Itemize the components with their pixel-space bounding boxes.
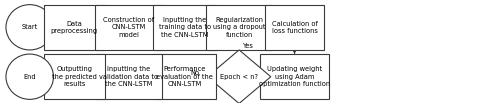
FancyBboxPatch shape bbox=[206, 5, 272, 50]
Text: Updating weight
using Adam
optimization function: Updating weight using Adam optimization … bbox=[259, 66, 330, 87]
Text: Performance
evaluation of the
CNN-LSTM: Performance evaluation of the CNN-LSTM bbox=[156, 66, 213, 87]
FancyBboxPatch shape bbox=[265, 5, 324, 50]
FancyBboxPatch shape bbox=[44, 5, 105, 50]
Text: Calculation of
loss functions: Calculation of loss functions bbox=[272, 21, 318, 34]
Text: No: No bbox=[190, 70, 200, 76]
Ellipse shape bbox=[6, 54, 54, 99]
Text: Epoch < n?: Epoch < n? bbox=[220, 74, 258, 80]
Text: Data
preprocessing: Data preprocessing bbox=[50, 21, 98, 34]
FancyBboxPatch shape bbox=[260, 54, 329, 99]
FancyBboxPatch shape bbox=[95, 54, 162, 99]
Text: Yes: Yes bbox=[242, 43, 254, 49]
Text: Inputting the
validation data to
the CNN-LSTM: Inputting the validation data to the CNN… bbox=[99, 66, 158, 87]
Text: Regularization
using a dropout
function: Regularization using a dropout function bbox=[213, 17, 266, 38]
FancyBboxPatch shape bbox=[44, 54, 105, 99]
Ellipse shape bbox=[6, 5, 54, 50]
Text: Start: Start bbox=[22, 24, 38, 30]
FancyBboxPatch shape bbox=[153, 5, 216, 50]
Text: Construction of
CNN-LSTM
model: Construction of CNN-LSTM model bbox=[103, 17, 154, 38]
Text: Inputting the
training data to
the CNN-LSTM: Inputting the training data to the CNN-L… bbox=[158, 17, 210, 38]
FancyBboxPatch shape bbox=[153, 54, 216, 99]
Text: Outputting
the predicted
results: Outputting the predicted results bbox=[52, 66, 96, 87]
FancyBboxPatch shape bbox=[95, 5, 162, 50]
Text: End: End bbox=[24, 74, 36, 80]
Polygon shape bbox=[208, 50, 271, 103]
